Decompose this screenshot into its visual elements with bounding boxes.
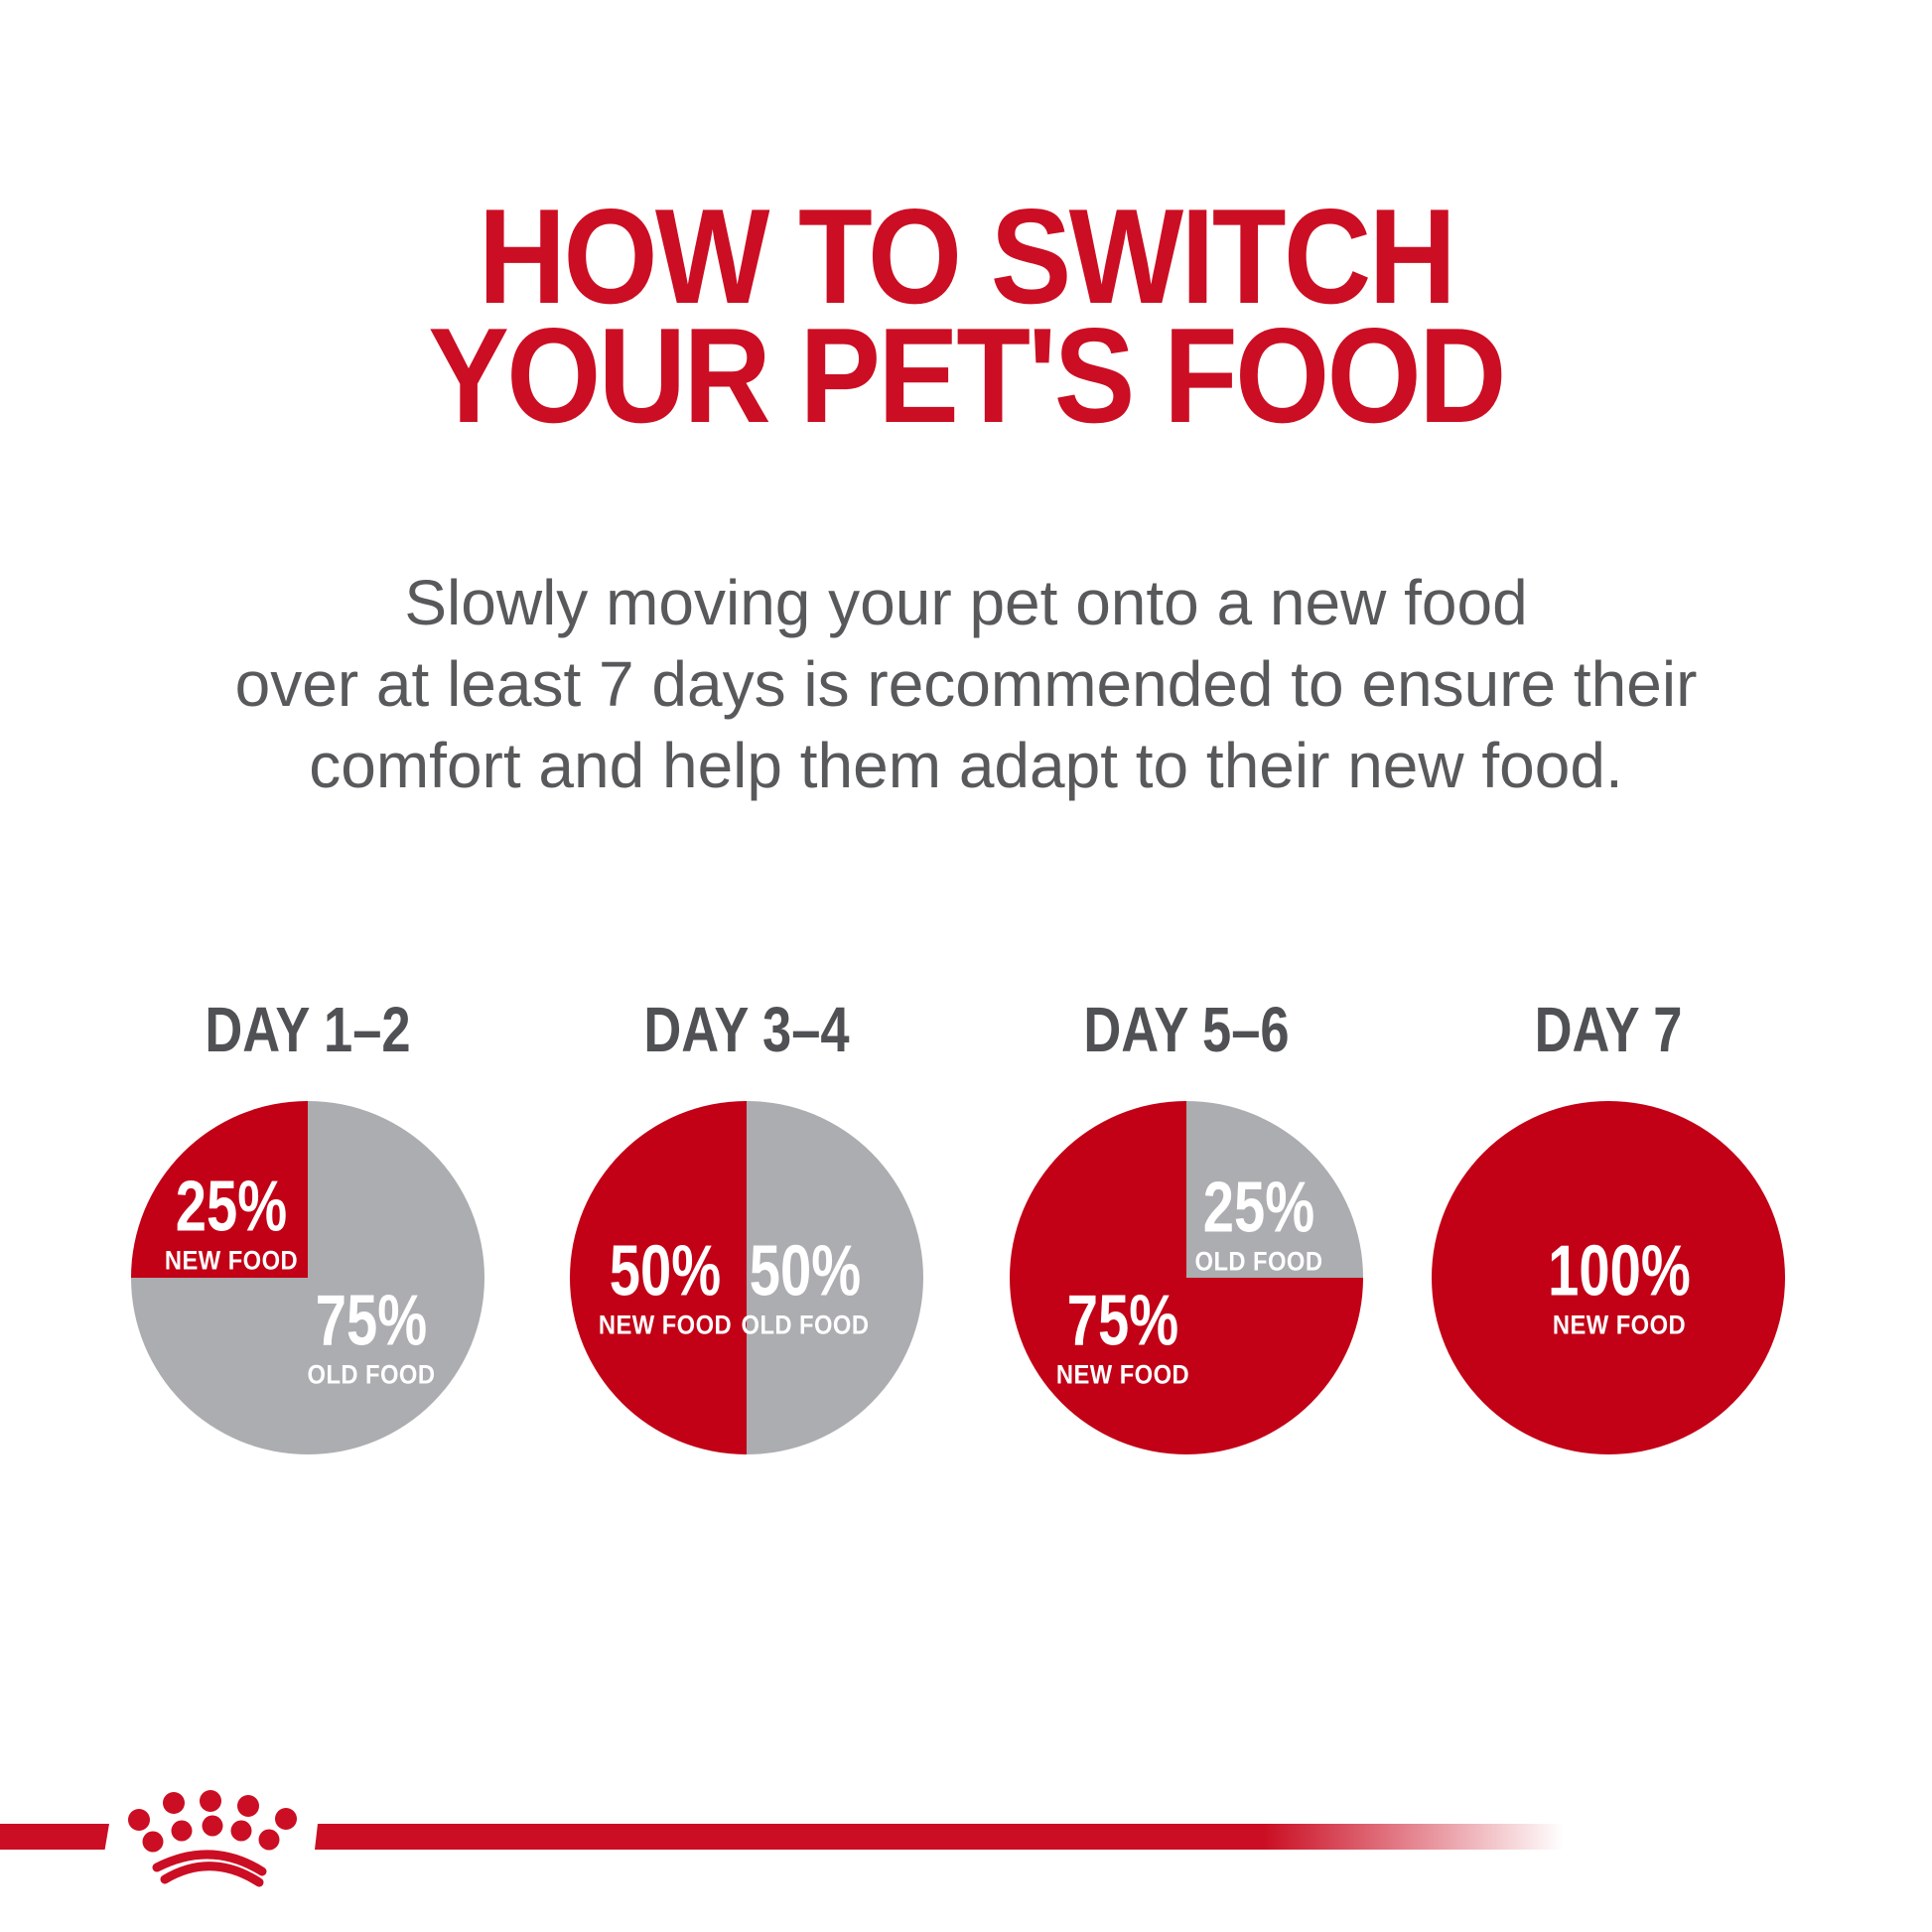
royal-canin-crown-logo <box>128 1790 297 1887</box>
slice-label-old-food: 25% OLD FOOD <box>1186 1168 1332 1277</box>
page-title-line-1: HOW TO SWITCH <box>478 181 1456 332</box>
slice-percent: 25% <box>1202 1168 1315 1248</box>
pie-group-day-1–2: DAY 1–2 25% NEW FOOD 75% OLD FOOD <box>131 995 484 1454</box>
pie-chart: 50% NEW FOOD 50% OLD FOOD <box>570 1101 923 1454</box>
slice-label-new-food: 25% NEW FOOD <box>156 1167 308 1276</box>
subtitle-line-2: over at least 7 days is recommended to e… <box>234 648 1698 720</box>
slice-percent: 50% <box>749 1231 861 1311</box>
pie-chart: 75% NEW FOOD 25% OLD FOOD <box>1010 1101 1363 1454</box>
slice-percent: 75% <box>315 1281 428 1361</box>
slice-label-new-food: 50% NEW FOOD <box>590 1231 742 1340</box>
pie-chart: 100% NEW FOOD <box>1432 1101 1785 1454</box>
footer-bar-left <box>0 1824 109 1850</box>
day-label: DAY 7 <box>1534 994 1683 1065</box>
slice-food-name: OLD FOOD <box>1194 1246 1323 1277</box>
slice-food-name: NEW FOOD <box>599 1310 733 1340</box>
crown-dots <box>128 1790 297 1853</box>
slice-food-name: OLD FOOD <box>307 1359 436 1390</box>
slice-label-new-food: 100% NEW FOOD <box>1528 1231 1711 1340</box>
pie-group-day-3–4: DAY 3–4 50% NEW FOOD 50% OLD FOOD <box>570 995 923 1454</box>
pie-chart: 25% NEW FOOD 75% OLD FOOD <box>131 1101 484 1454</box>
page-subtitle: Slowly moving your pet onto a new food o… <box>0 562 1932 806</box>
slice-food-name: OLD FOOD <box>741 1310 870 1340</box>
slice-food-name: NEW FOOD <box>1552 1310 1686 1340</box>
day-label: DAY 1–2 <box>205 994 411 1065</box>
crown-base-arcs <box>152 1850 267 1887</box>
subtitle-line-1: Slowly moving your pet onto a new food <box>404 567 1528 638</box>
slice-percent: 100% <box>1547 1231 1691 1311</box>
day-label: DAY 3–4 <box>643 994 850 1065</box>
slice-label-old-food: 50% OLD FOOD <box>732 1231 878 1340</box>
pie-group-day-5–6: DAY 5–6 75% NEW FOOD 25% OLD FOOD <box>1010 995 1363 1454</box>
slice-percent: 25% <box>176 1167 288 1247</box>
slice-percent: 75% <box>1066 1281 1179 1361</box>
slice-food-name: NEW FOOD <box>1055 1359 1190 1390</box>
pie-group-day-7: DAY 7 100% NEW FOOD <box>1432 995 1785 1454</box>
slice-percent: 50% <box>609 1231 722 1311</box>
page-title-line-2: YOUR PET'S FOOD <box>428 300 1506 451</box>
subtitle-line-3: comfort and help them adapt to their new… <box>309 730 1623 801</box>
slice-label-old-food: 75% OLD FOOD <box>299 1281 445 1390</box>
page-title: HOW TO SWITCH YOUR PET'S FOOD <box>0 181 1932 451</box>
footer-bar-right <box>315 1824 1564 1850</box>
day-label: DAY 5–6 <box>1083 994 1290 1065</box>
slice-label-new-food: 75% NEW FOOD <box>1047 1281 1199 1390</box>
slice-food-name: NEW FOOD <box>165 1245 299 1276</box>
